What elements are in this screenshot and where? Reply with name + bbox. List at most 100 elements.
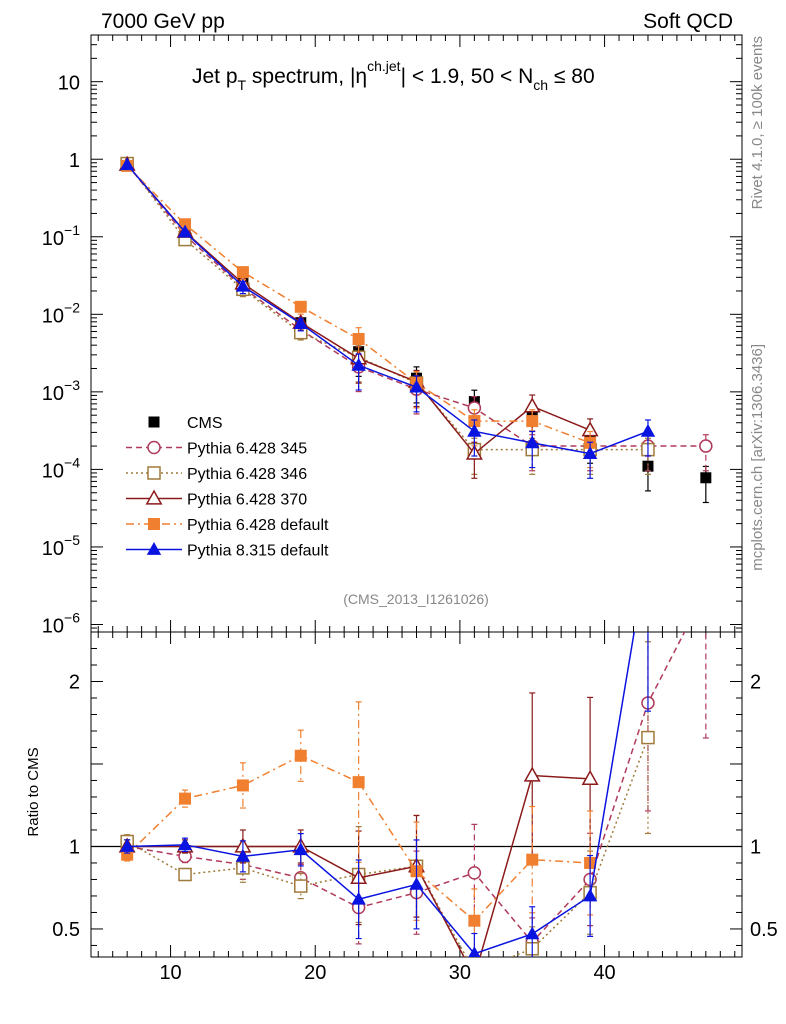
main-series-layer — [118, 155, 713, 504]
legend-label: Pythia 6.428 default — [187, 517, 329, 534]
legend-item-pythia-8-315-default: Pythia 8.315 default — [126, 542, 329, 560]
legend-label: Pythia 6.428 346 — [187, 466, 307, 483]
ratio-line — [127, 632, 635, 955]
data-point — [525, 435, 540, 449]
ratio-point — [582, 888, 598, 902]
ratio-ylabel: Ratio to CMS — [25, 747, 42, 836]
data-point — [236, 266, 249, 279]
legend-label: Pythia 6.428 345 — [187, 441, 307, 458]
data-point — [582, 446, 598, 459]
ratio-point — [119, 839, 135, 852]
legend-marker — [147, 440, 161, 455]
data-point — [119, 157, 135, 171]
data-point — [351, 357, 366, 371]
legend-item-pythia-6-428-345: Pythia 6.428 345 — [126, 441, 307, 458]
data-point — [235, 278, 251, 292]
data-point — [179, 218, 192, 231]
x-axis: 10 20 30 40 — [97, 35, 736, 984]
header-left: 7000 GeV pp — [101, 10, 225, 33]
ratio-y-tick-label: 1 — [69, 836, 80, 858]
legend-marker — [148, 518, 160, 530]
ratio-point — [121, 848, 134, 861]
x-tick-label: 40 — [593, 962, 615, 984]
ratio-y-tick-label-right: 2 — [750, 671, 761, 693]
y-tick-label: 10−5 — [42, 532, 80, 560]
ratio-point — [581, 769, 599, 785]
y-tick-label: 1 — [69, 150, 80, 172]
series-line — [126, 164, 591, 455]
data-point — [352, 333, 365, 346]
y-tick-label: 10−1 — [42, 222, 80, 250]
legend-label: Pythia 6.428 370 — [187, 492, 307, 509]
y-tick-label: 10 — [58, 73, 80, 95]
header-right: Soft QCD — [643, 10, 733, 33]
data-point — [467, 423, 482, 437]
data-point — [177, 224, 193, 238]
x-tick-label: 20 — [304, 962, 326, 984]
ratio-point — [178, 867, 192, 882]
legend-item-cms: CMS — [148, 415, 223, 432]
ratio-y-tick-label-right: 0.5 — [750, 919, 778, 941]
ratio-point — [352, 776, 365, 789]
y-tick-label: 10−3 — [42, 377, 80, 405]
legend: CMS Pythia 6.428 345 Pythia 6.428 346 Pythi… — [126, 415, 329, 560]
legend-item-pythia-6-428-370: Pythia 6.428 370 — [126, 489, 307, 509]
series-line — [126, 165, 591, 444]
series-line — [126, 163, 648, 451]
ratio-y-tick-label: 2 — [69, 671, 80, 693]
x-tick-label: 10 — [159, 962, 181, 984]
ratio-series-pythia-6-428-346 — [120, 641, 655, 957]
x-tick-label: 30 — [449, 962, 471, 984]
ratio-point — [409, 876, 424, 890]
ratio-point — [235, 848, 251, 862]
legend-marker — [146, 542, 162, 555]
y-tick-label: 10−6 — [42, 609, 80, 637]
data-point — [409, 379, 424, 393]
legend-item-pythia-6-428-346: Pythia 6.428 346 — [126, 466, 307, 483]
ratio-point — [641, 730, 655, 745]
mcplots-label: mcplots.cern.ch [arXiv:1306.3436] — [749, 344, 766, 571]
ratio-point — [700, 585, 712, 597]
plot-title: Jet pT spectrum, |ηch.jet| < 1.9, 50 < N… — [192, 58, 595, 93]
legend-marker — [148, 416, 160, 428]
ratio-series-layer — [118, 542, 712, 957]
legend-item-pythia-6-428-default: Pythia 6.428 default — [126, 517, 329, 534]
ratio-y-tick-label: 0.5 — [52, 919, 80, 941]
ratio-point — [468, 946, 481, 957]
ratio-point — [351, 891, 366, 905]
main-y-axis: 10 1 10−1 10−2 10−3 10−4 10−5 10−6 — [42, 34, 742, 637]
legend-marker — [145, 489, 163, 505]
legend-label: Pythia 8.315 default — [187, 543, 329, 560]
series-pythia-8-315-default — [119, 157, 656, 479]
ratio-point — [525, 926, 540, 940]
ratio-point — [294, 749, 307, 762]
data-point — [293, 316, 308, 329]
ratio-point — [641, 542, 655, 555]
y-tick-label: 10−2 — [42, 299, 80, 327]
series-line — [126, 164, 649, 455]
ratio-line — [126, 737, 649, 957]
ratio-point — [523, 766, 541, 782]
data-point — [699, 439, 713, 453]
data-point — [526, 415, 539, 428]
ratio-point — [177, 837, 193, 851]
legend-marker — [147, 466, 161, 480]
ratio-point — [293, 842, 308, 856]
y-tick-label: 10−4 — [42, 454, 80, 482]
ratio-y-axis: 0.5 0.5 1 1 2 2 — [52, 647, 778, 946]
legend-label: CMS — [187, 415, 223, 432]
analysis-tag: (CMS_2013_I1261026) — [343, 591, 489, 607]
ratio-line — [126, 754, 591, 922]
data-point — [640, 423, 656, 437]
ratio-y-tick-label-right: 1 — [750, 836, 761, 858]
data-point — [294, 300, 307, 313]
ratio-point — [179, 792, 192, 805]
data-point — [700, 472, 712, 484]
ratio-point — [526, 853, 539, 866]
ratio-point — [468, 914, 481, 927]
ratio-point — [236, 779, 249, 792]
ratio-series-pythia-8-315-default — [119, 542, 655, 957]
ratio-point — [467, 866, 482, 880]
rivet-label: Rivet 4.1.0, ≥ 100k events — [749, 36, 766, 209]
